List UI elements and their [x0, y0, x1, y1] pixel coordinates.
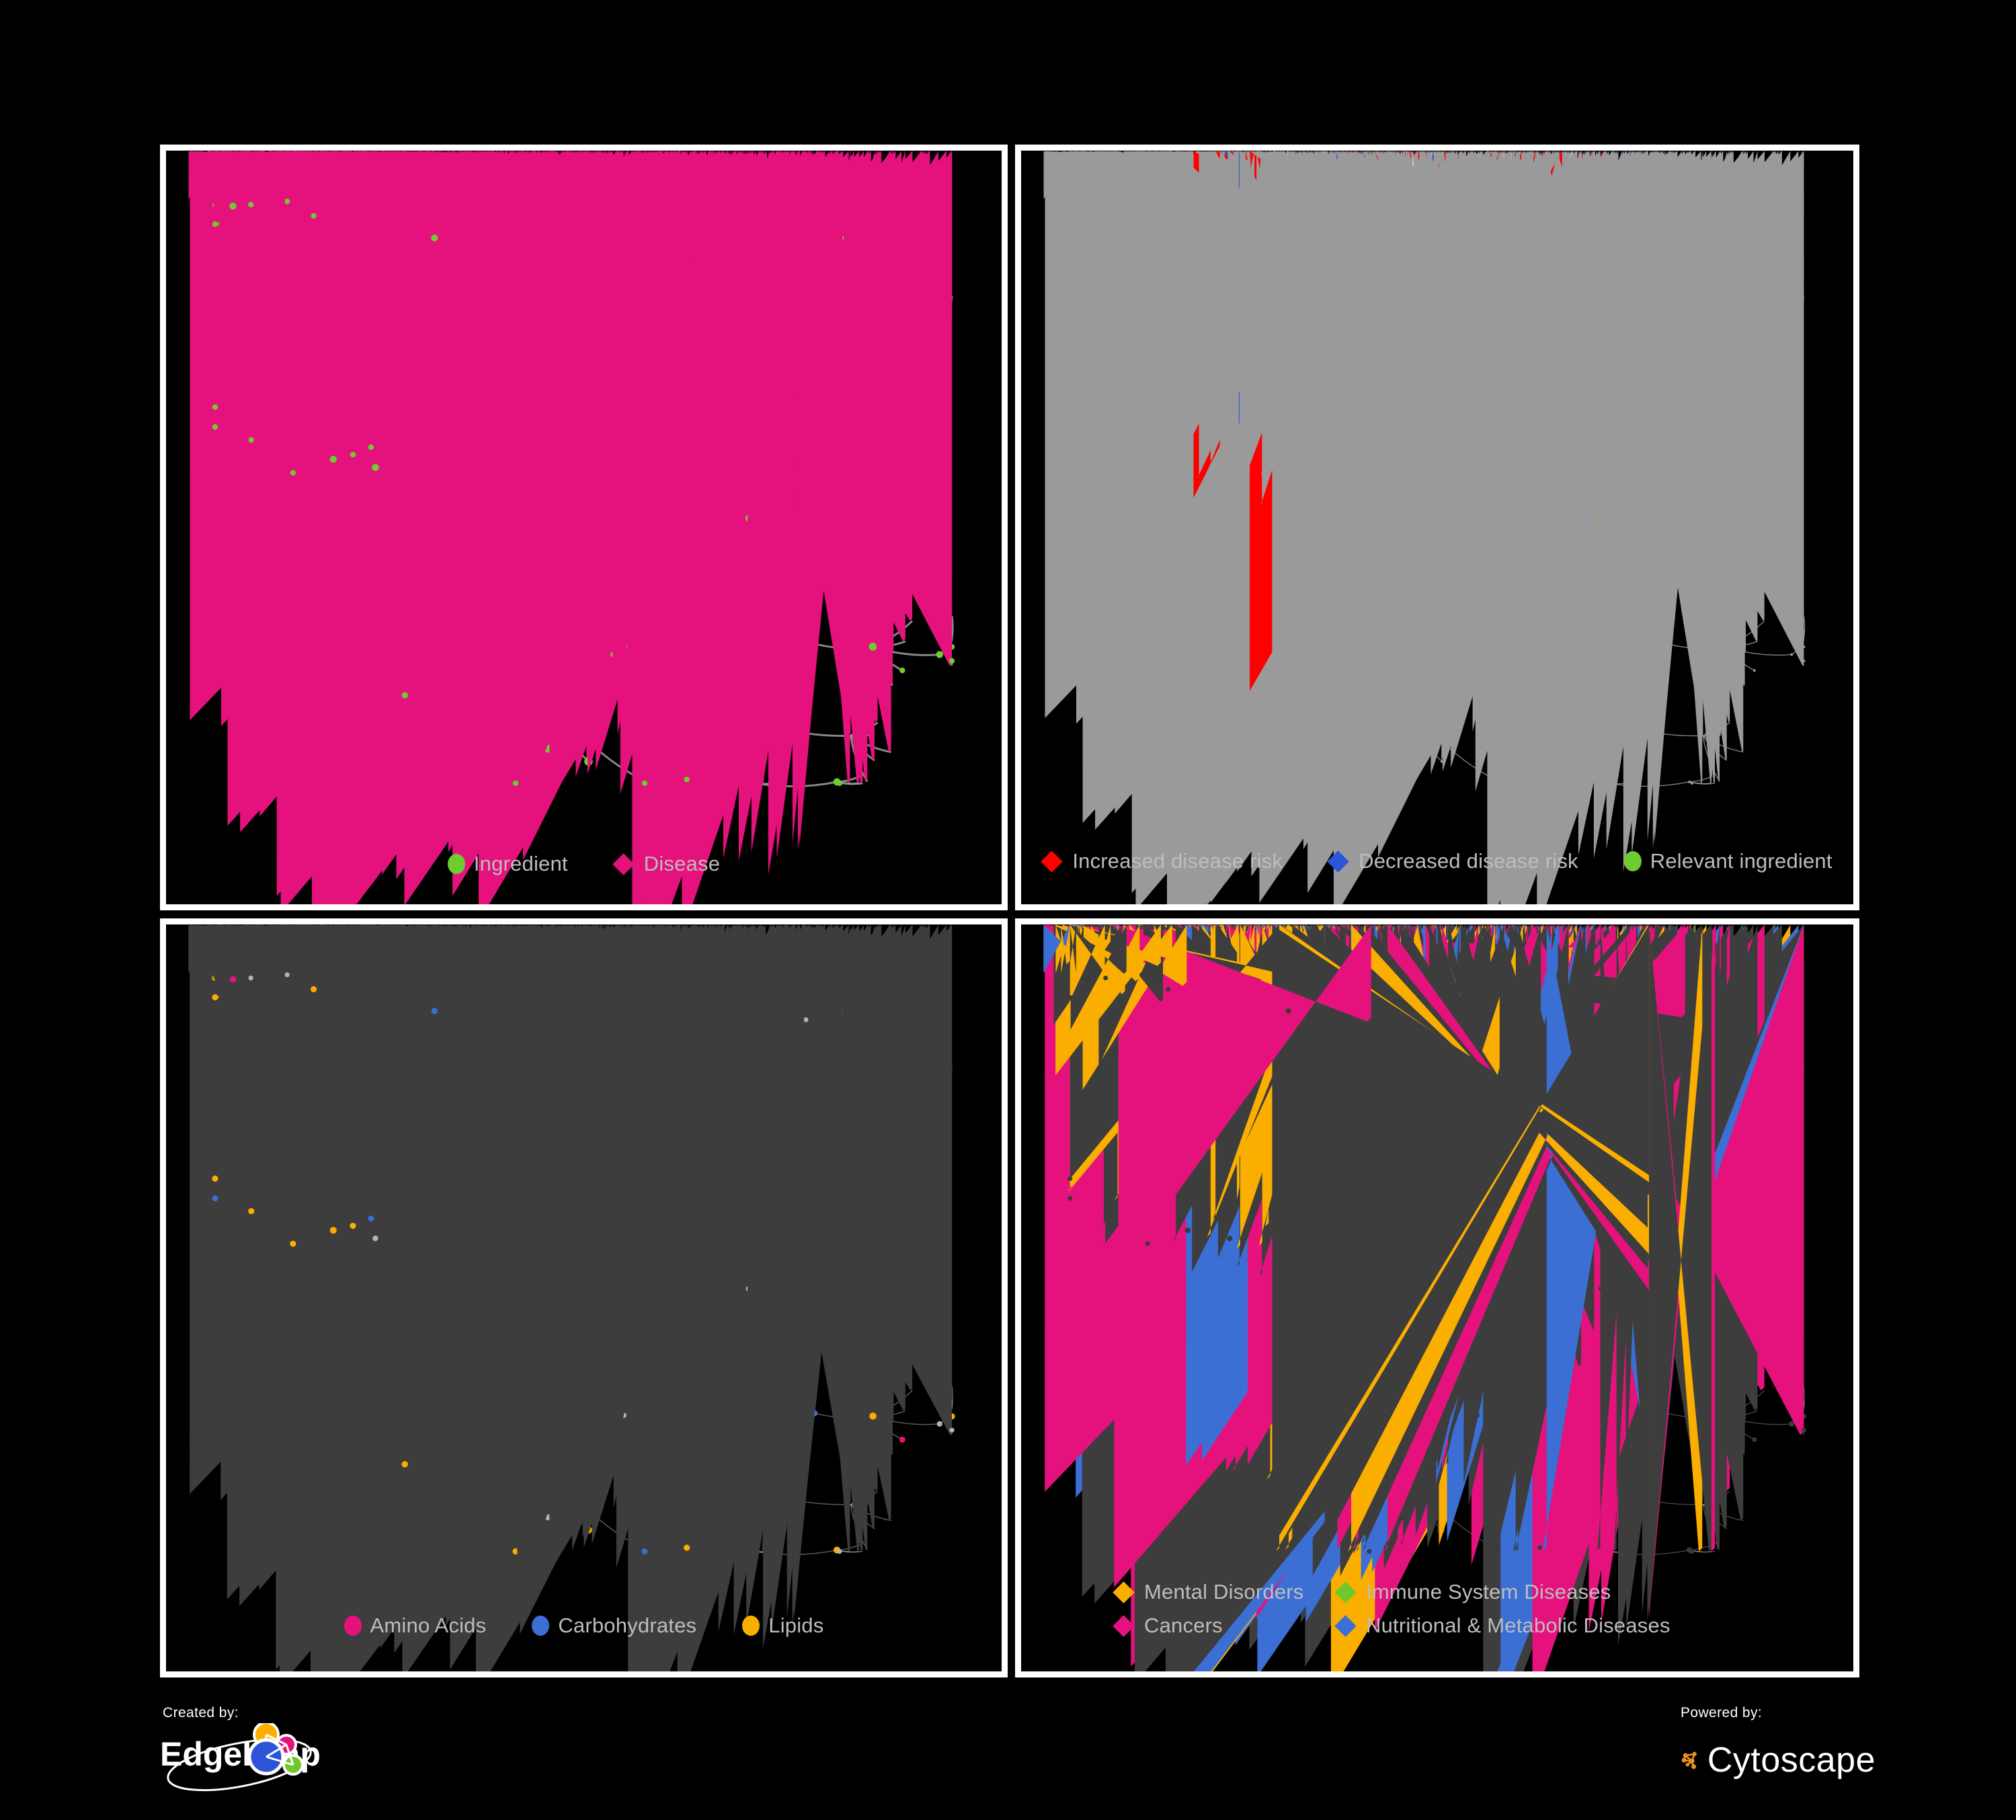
cytoscape-logo-icon	[1681, 1751, 1697, 1770]
network-canvas-top-right[interactable]	[1021, 151, 1853, 904]
footer: Created by: EdgeLeap Powered by	[0, 1679, 2016, 1820]
created-by-label: Created by:	[163, 1705, 239, 1720]
panel-ingredient-disease[interactable]: Ingredient Disease	[160, 145, 1008, 910]
edgeleap-logo[interactable]: EdgeLeap	[159, 1723, 354, 1794]
edgeleap-logo-svg: EdgeLeap	[160, 1723, 321, 1792]
network-svg-bottom-right	[1043, 924, 1806, 1671]
network-svg-top-left	[188, 151, 955, 904]
cytoscape-wordmark: Cytoscape	[1707, 1741, 1876, 1780]
cytoscape-logo[interactable]: Cytoscape	[1681, 1727, 1876, 1794]
powered-by-block: Powered by:	[1681, 1705, 1876, 1794]
network-canvas-bottom-right[interactable]	[1021, 924, 1853, 1671]
network-canvas-bottom-left[interactable]	[166, 924, 1002, 1671]
panel-nutrient-class[interactable]: Amino Acids Carbohydrates Lipids	[160, 918, 1008, 1677]
panel-disease-category[interactable]: Mental Disorders Immune System Diseases	[1015, 918, 1859, 1677]
network-svg-bottom-left	[188, 924, 955, 1671]
created-by-block: Created by: EdgeLeap	[159, 1705, 354, 1794]
panel-grid: Ingredient Disease Increased diseas	[160, 145, 1859, 1677]
network-canvas-top-left[interactable]	[166, 151, 1002, 904]
network-svg-top-right	[1043, 151, 1806, 904]
panel-disease-risk[interactable]: Increased disease risk Decreased disease…	[1015, 145, 1859, 910]
powered-by-label: Powered by:	[1681, 1705, 1763, 1720]
